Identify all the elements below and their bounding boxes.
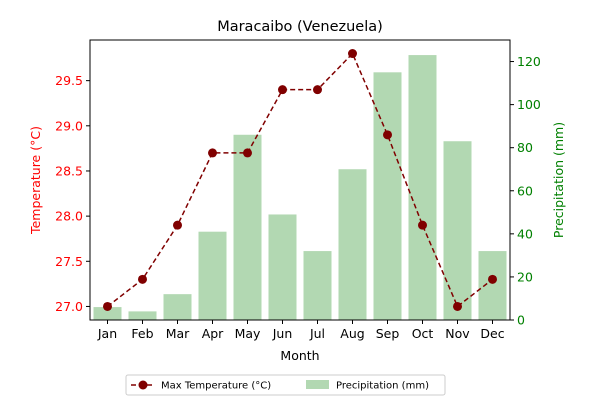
- point-jul: [313, 85, 322, 95]
- left-tick-label: 29.0: [55, 118, 83, 133]
- bar-dec: [478, 251, 507, 320]
- point-oct: [418, 220, 427, 230]
- temperature-line: [103, 49, 497, 311]
- bar-jun: [268, 214, 297, 320]
- bar-oct: [408, 55, 437, 320]
- right-axis-ticks: 0 20 40 60 80 100 120: [510, 54, 541, 328]
- bar-feb: [128, 311, 157, 320]
- point-aug: [348, 49, 357, 59]
- x-tick-label: Feb: [131, 326, 153, 341]
- point-mar: [173, 220, 182, 230]
- right-tick-label: 100: [517, 97, 541, 112]
- left-axis-label: Temperature (°C): [28, 126, 43, 235]
- x-tick-label: Aug: [340, 326, 364, 341]
- x-tick-label: Sep: [376, 326, 400, 341]
- x-tick-label: Oct: [412, 326, 434, 341]
- precipitation-bars: [93, 55, 507, 320]
- x-tick-label: Jul: [309, 326, 325, 341]
- legend-label-precipitation: Precipitation (mm): [336, 381, 429, 392]
- x-axis-ticks: Jan Feb Mar Apr May Jun Jul Aug Sep Oct Nov Dec: [97, 320, 505, 341]
- left-tick-label: 27.5: [55, 254, 83, 269]
- bar-mar: [163, 294, 192, 320]
- x-axis-label: Month: [280, 348, 319, 363]
- bar-jan: [93, 307, 122, 320]
- right-tick-label: 40: [517, 226, 533, 241]
- right-tick-label: 60: [517, 183, 533, 198]
- bar-aug: [338, 169, 367, 320]
- x-tick-label: Apr: [202, 326, 224, 341]
- bar-jul: [303, 251, 332, 320]
- x-tick-label: Nov: [445, 326, 470, 341]
- legend-box: [125, 374, 446, 396]
- left-tick-label: 28.0: [55, 209, 83, 224]
- x-tick-label: Jun: [272, 326, 293, 341]
- right-tick-label: 120: [517, 54, 541, 69]
- right-axis-label: Precipitation (mm): [551, 122, 566, 238]
- legend-label-temperature: Max Temperature (°C): [161, 381, 271, 392]
- bar-apr: [198, 231, 227, 320]
- point-dec: [488, 274, 497, 284]
- left-tick-label: 27.0: [55, 299, 83, 314]
- temperature-polyline: [107, 52, 493, 308]
- legend-marker-swatch: [138, 380, 148, 390]
- right-tick-label: 0: [517, 313, 525, 328]
- right-tick-label: 80: [517, 140, 533, 155]
- point-jun: [278, 85, 287, 95]
- left-axis-ticks: 27.0 27.5 28.0 28.5 29.0 29.5: [55, 73, 90, 314]
- plot-frame: [89, 39, 511, 321]
- x-tick-label: Mar: [166, 326, 190, 341]
- point-apr: [208, 148, 217, 158]
- legend-bar-swatch: [306, 380, 329, 389]
- x-tick-label: May: [235, 326, 261, 341]
- point-nov: [453, 301, 462, 311]
- x-tick-label: Dec: [480, 326, 504, 341]
- point-sep: [383, 130, 392, 140]
- bar-sep: [373, 72, 402, 320]
- point-feb: [138, 274, 147, 284]
- left-tick-label: 29.5: [55, 73, 83, 88]
- legend: Max Temperature (°C) Precipitation (mm): [125, 374, 446, 396]
- x-tick-label: Jan: [97, 326, 117, 341]
- point-may: [243, 148, 252, 158]
- left-tick-label: 28.5: [55, 163, 83, 178]
- chart-title: Maracaibo (Venezuela): [217, 19, 383, 35]
- bar-may: [233, 134, 262, 320]
- bar-nov: [443, 141, 472, 320]
- point-jan: [103, 301, 112, 311]
- right-tick-label: 20: [517, 269, 533, 284]
